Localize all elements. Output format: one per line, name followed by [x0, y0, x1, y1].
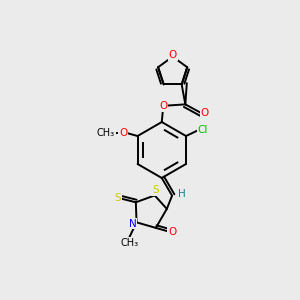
Text: O: O [159, 101, 167, 111]
Text: N: N [128, 218, 136, 229]
Text: Cl: Cl [198, 124, 208, 134]
Text: O: O [200, 108, 208, 118]
Text: O: O [119, 128, 128, 138]
Text: S: S [114, 193, 121, 202]
Text: S: S [152, 185, 159, 195]
Text: O: O [169, 50, 177, 60]
Text: H: H [178, 189, 185, 199]
Text: CH₃: CH₃ [120, 238, 138, 248]
Text: O: O [168, 227, 176, 237]
Text: CH₃: CH₃ [97, 128, 115, 138]
